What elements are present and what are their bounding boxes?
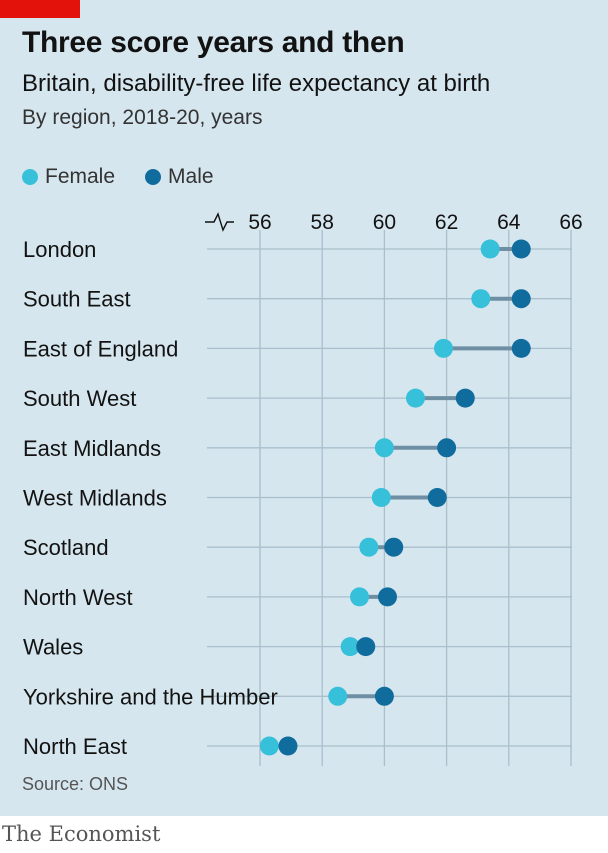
point-female-east-of-england [433,338,453,358]
dumbbell-chart: 56 58 60 62 64 66 London South East East of Engl… [23,211,583,766]
point-male-west-midlands [427,488,447,507]
category-label-south-east: South East [23,287,131,312]
category-label-london: London [23,237,96,262]
category-label-east-of-england: East of England [23,336,178,361]
point-female-north-east [259,736,279,756]
brand-red-tag [0,0,80,18]
point-male-wales [356,637,376,657]
x-tick-label-64: 64 [497,211,521,234]
point-male-scotland [384,537,404,557]
category-label-north-west: North West [23,585,133,610]
category-label-west-midlands: West Midlands [23,486,167,511]
x-tick-label-60: 60 [373,211,396,234]
point-female-north-west [350,587,370,607]
point-male-north-east [278,736,298,756]
point-female-south-west [406,388,425,408]
chart-subtitle: Britain, disability-free life expectancy… [22,70,491,97]
category-label-yorkshire-and-the-humber: Yorkshire and the Humber [23,684,278,709]
legend-label-male: Male [168,165,214,188]
category-label-wales: Wales [23,635,83,660]
brand-wordmark: The Economist [2,822,161,846]
x-tick-label-56: 56 [248,211,271,234]
point-female-yorkshire-and-the-humber [328,686,348,706]
x-tick-label-62: 62 [435,211,458,234]
point-female-west-midlands [371,488,391,507]
legend: Female Male [22,163,244,191]
point-female-south-east [471,289,491,309]
point-male-london [511,239,531,259]
legend-swatch-male [145,169,162,185]
legend-swatch-female [22,169,38,185]
category-label-south-west: South West [23,386,136,411]
point-female-london [480,239,500,259]
point-female-east-midlands [374,438,394,458]
legend-label-female: Female [45,165,116,188]
legend-item-male: Male [145,165,214,189]
chart-panel [0,0,608,816]
x-tick-label-58: 58 [311,211,334,234]
point-male-east-midlands [437,438,457,458]
axis-break-icon [205,212,234,232]
point-male-north-west [378,587,398,607]
legend-item-female: Female [22,165,115,189]
point-male-south-east [511,289,531,309]
chart-title: Three score years and then [22,26,405,59]
category-label-north-east: North East [23,734,127,759]
point-male-east-of-england [511,338,531,358]
chart-unit-note: By region, 2018-20, years [22,106,263,129]
category-label-scotland: Scotland [23,535,109,560]
point-male-south-west [455,388,475,408]
x-tick-label-66: 66 [559,211,582,234]
category-label-east-midlands: East Midlands [23,436,161,461]
point-male-yorkshire-and-the-humber [374,686,394,706]
source-note: Source: ONS [22,774,129,794]
point-female-scotland [359,537,379,557]
point-female-wales [340,637,360,657]
